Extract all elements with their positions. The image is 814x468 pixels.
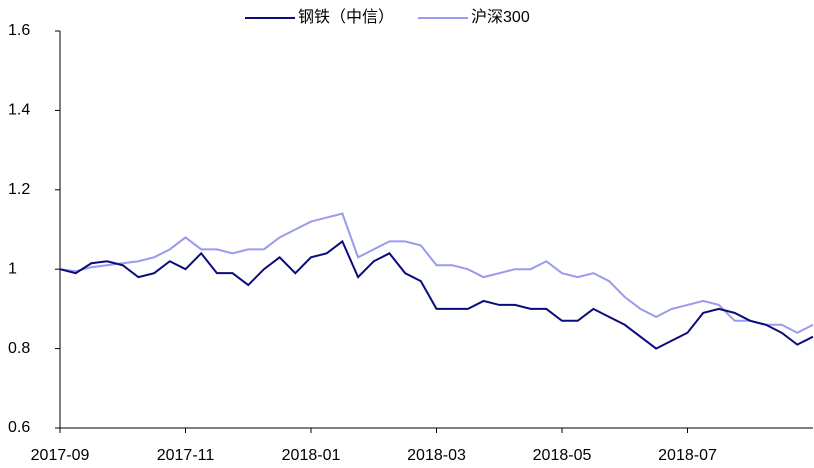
y-tick-label: 0.8: [8, 340, 30, 357]
x-tick-label: 2017-09: [31, 447, 90, 464]
y-tick-label: 1.2: [8, 181, 30, 198]
y-tick-label: 1.6: [8, 22, 30, 39]
legend-label: 沪深300: [471, 8, 530, 26]
x-tick-label: 2018-05: [533, 447, 592, 464]
legend-label: 钢铁（中信）: [298, 8, 394, 26]
y-tick-label: 0.6: [8, 419, 30, 436]
series-line: [59, 239, 814, 350]
y-tick-label: 1.4: [8, 102, 30, 119]
x-tick-label: 2018-03: [407, 447, 466, 464]
y-tick-label: 1: [8, 260, 17, 277]
x-tick-label: 2017-11: [157, 447, 215, 464]
x-tick-label: 2018-07: [658, 447, 717, 464]
x-tick-label: 2018-01: [282, 447, 341, 464]
series-line: [59, 212, 814, 334]
